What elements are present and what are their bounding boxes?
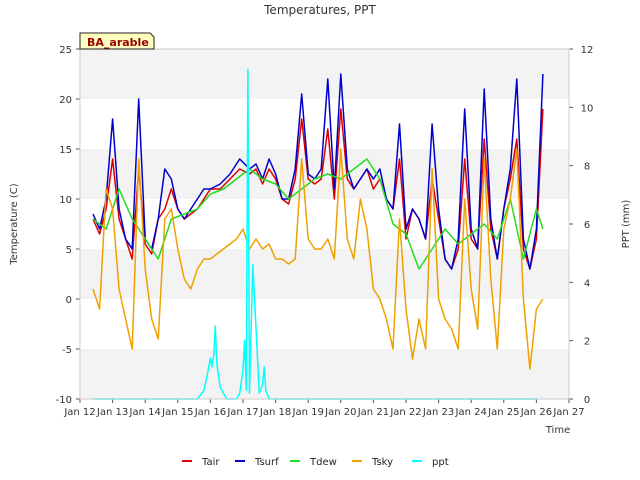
y-right-tick-label: 0 xyxy=(584,395,590,406)
legend-label-ppt: ppt xyxy=(432,457,449,468)
x-tick-label: Jan 22 xyxy=(389,407,421,418)
legend-label-tsky: Tsky xyxy=(371,457,393,468)
x-tick-label: Jan 27 xyxy=(552,407,584,418)
series-line-ppt xyxy=(93,68,537,400)
x-tick-label: Jan 20 xyxy=(324,407,356,418)
x-tick-label: Jan 18 xyxy=(259,407,291,418)
series-line-tsurf xyxy=(92,73,544,270)
grid-band-0 xyxy=(80,349,569,399)
y-right-tick-label: 6 xyxy=(584,220,590,231)
x-tick-label: Jan 24 xyxy=(455,407,487,418)
plot-frame xyxy=(79,48,570,400)
series-line-tdew xyxy=(92,158,544,270)
legend-label-tair: Tair xyxy=(201,457,220,468)
series-line-tsky xyxy=(92,148,544,370)
y-left-tick-label: -10 xyxy=(56,395,72,406)
x-tick-label: Jan 16 xyxy=(194,407,226,418)
y-right-tick-label: 4 xyxy=(584,278,590,289)
x-tick-label: Jan 26 xyxy=(520,407,552,418)
site-badge: BA_arable xyxy=(79,32,155,50)
y-left-tick-label: -5 xyxy=(62,345,72,356)
y-right-tick-label: 12 xyxy=(581,45,594,56)
y-right-tick-label: 8 xyxy=(584,162,590,173)
x-tick-label: Jan 12 xyxy=(63,407,95,418)
y-axis-left-ticks: -10 -5 0 5 10 15 20 25 xyxy=(56,45,80,406)
grid-band-3 xyxy=(80,49,569,99)
y-left-tick-label: 5 xyxy=(66,245,72,256)
site-badge-box xyxy=(79,32,155,50)
x-tick-label: Jan 21 xyxy=(357,407,389,418)
x-tick-label: Jan 19 xyxy=(292,407,324,418)
y-axis-left-title: Temperature (C) xyxy=(9,183,20,265)
y-left-tick-label: 20 xyxy=(59,95,72,106)
series-line-tair xyxy=(92,108,544,270)
grid-band-1 xyxy=(80,249,569,299)
legend: Tair Tsurf Tdew Tsky ppt xyxy=(182,457,449,468)
y-axis-right-title: PPT (mm) xyxy=(621,200,632,249)
y-left-tick-label: 25 xyxy=(59,45,72,56)
legend-label-tdew: Tdew xyxy=(309,457,337,468)
y-left-tick-label: 10 xyxy=(59,195,72,206)
y-left-tick-label: 15 xyxy=(59,145,72,156)
x-tick-label: Jan 17 xyxy=(226,407,258,418)
grid-bands xyxy=(80,49,569,399)
x-tick-label: Jan 14 xyxy=(129,407,161,418)
legend-label-tsurf: Tsurf xyxy=(254,457,279,468)
y-left-tick-label: 0 xyxy=(66,295,72,306)
x-tick-label: Jan 25 xyxy=(487,407,519,418)
x-tick-label: Jan 23 xyxy=(422,407,454,418)
plot-area xyxy=(92,68,544,400)
y-axis-right-ticks: 0 2 4 6 8 10 12 xyxy=(569,45,593,406)
x-tick-label: Jan 15 xyxy=(161,407,193,418)
x-axis-ticks: Jan 12 Jan 13 Jan 14 Jan 15 Jan 16 Jan 17 Jan … xyxy=(63,399,585,418)
x-tick-label: Jan 13 xyxy=(96,407,128,418)
x-axis-title: Time xyxy=(545,425,570,436)
y-right-tick-label: 2 xyxy=(584,337,590,348)
chart-title: Temperatures, PPT xyxy=(263,3,376,17)
site-badge-label: BA_arable xyxy=(87,36,149,49)
y-right-tick-label: 10 xyxy=(581,103,594,114)
